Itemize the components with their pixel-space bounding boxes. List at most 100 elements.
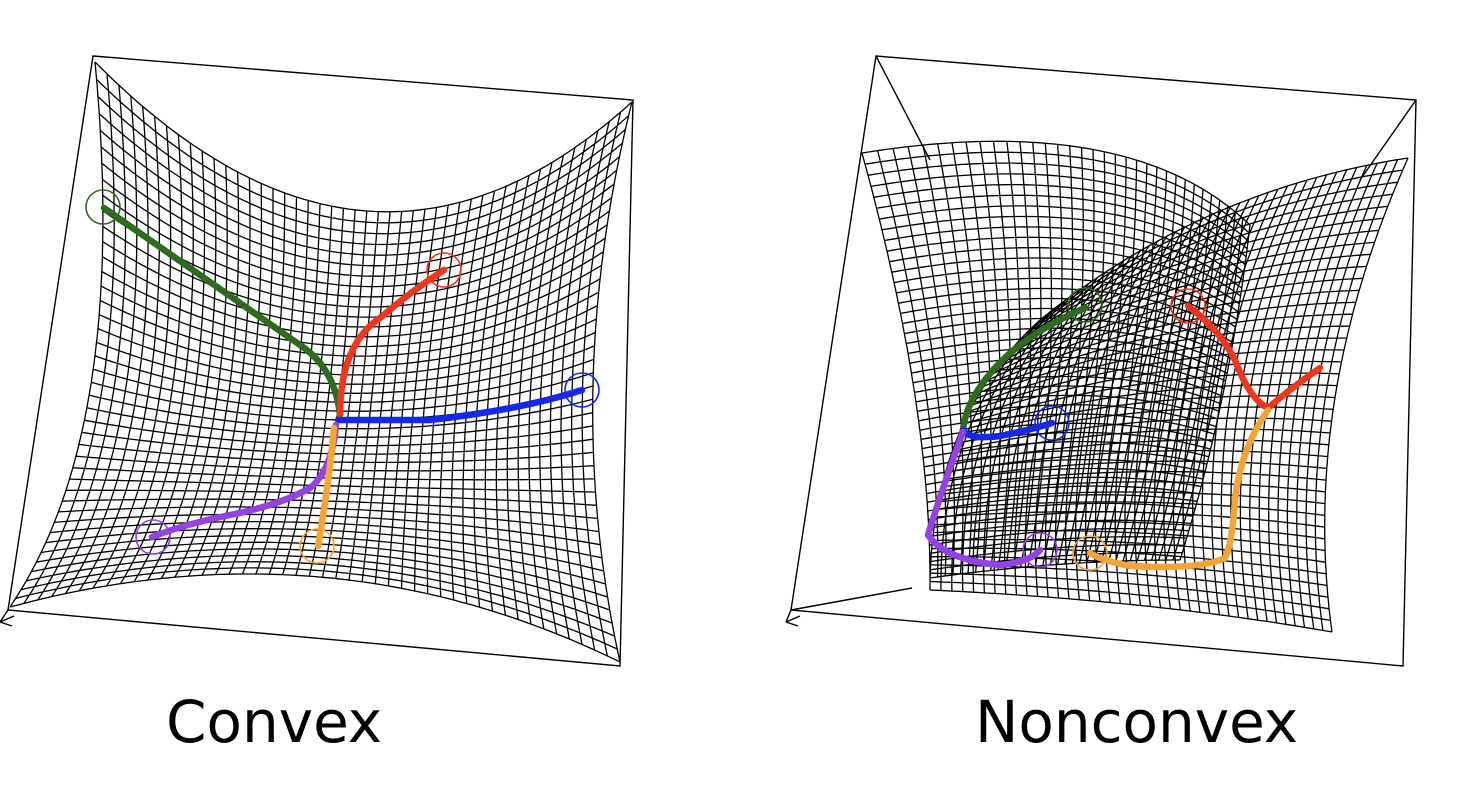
mesh-line-horizontal — [925, 467, 1204, 486]
mesh-line-horizontal — [1023, 193, 1393, 336]
box-outline — [7, 55, 634, 667]
mesh-line-horizontal — [932, 538, 1326, 563]
mesh-line-horizontal — [72, 467, 595, 481]
mesh-line-horizontal — [65, 489, 597, 506]
mesh-line-horizontal — [939, 481, 1326, 495]
mesh-line-vertical — [1296, 163, 1378, 628]
mesh-line-horizontal — [1004, 241, 1375, 358]
mesh-line-horizontal — [102, 225, 606, 318]
box-edge — [790, 587, 913, 611]
mesh-line-vertical — [517, 162, 553, 625]
mesh-line-horizontal — [919, 413, 1215, 435]
mesh-line-horizontal — [864, 151, 1250, 234]
mesh-line-horizontal — [917, 394, 1218, 420]
mesh-line-horizontal — [102, 210, 608, 308]
orange-path — [1086, 406, 1272, 571]
mesh-line-horizontal — [96, 341, 595, 394]
box-edge — [1359, 99, 1417, 181]
mesh-line-horizontal — [86, 407, 593, 438]
mesh-line-horizontal — [58, 506, 599, 533]
mesh-line-vertical — [1314, 159, 1399, 631]
convex-panel — [0, 55, 634, 667]
mesh-line-horizontal — [928, 502, 1196, 521]
box-edge — [0, 615, 15, 623]
mesh-line-horizontal — [62, 498, 598, 520]
mesh-line-horizontal — [886, 236, 1241, 297]
mesh-line-vertical — [1324, 157, 1409, 633]
purple-start-marker — [1022, 532, 1058, 568]
mesh-line-horizontal — [922, 440, 1209, 459]
mesh-line-horizontal — [879, 205, 1245, 273]
mesh-line-horizontal — [936, 501, 1325, 517]
mesh-line-horizontal — [50, 520, 603, 559]
mesh-line-horizontal — [1000, 253, 1371, 364]
mesh-line-horizontal — [75, 455, 595, 472]
mesh-line-horizontal — [93, 368, 594, 412]
mesh-line-horizontal — [94, 355, 595, 403]
mesh-line-horizontal — [97, 327, 596, 385]
mesh-line-horizontal — [54, 513, 601, 546]
mesh-line-horizontal — [20, 561, 615, 637]
convex-bounding-box — [0, 55, 634, 667]
mesh-line-horizontal — [98, 113, 623, 246]
mesh-line-horizontal — [102, 194, 610, 298]
mesh-line-horizontal — [893, 267, 1238, 320]
mesh-line-horizontal — [987, 289, 1360, 381]
box-outline — [790, 55, 1417, 667]
red-start-marker — [426, 252, 462, 288]
box-edge — [785, 621, 799, 627]
convex-surface-mesh — [9, 61, 633, 663]
mesh-line-horizontal — [94, 61, 633, 213]
mesh-line-horizontal — [31, 548, 611, 611]
mesh-line-horizontal — [972, 337, 1347, 406]
mesh-line-horizontal — [912, 366, 1223, 397]
orange-start-marker — [299, 528, 335, 564]
blue-path — [959, 419, 1056, 441]
mesh-line-horizontal — [931, 547, 1327, 575]
mesh-line-horizontal — [9, 573, 621, 663]
nonconvex-front-fold — [929, 157, 1409, 633]
mesh-line-horizontal — [966, 360, 1342, 419]
mesh-line-vertical — [23, 73, 115, 604]
mesh-line-horizontal — [976, 325, 1350, 400]
purple-start-marker — [135, 519, 171, 555]
mesh-line-horizontal — [81, 431, 594, 455]
mesh-line-horizontal — [935, 510, 1325, 528]
red-path — [336, 266, 448, 419]
mesh-line-horizontal — [884, 226, 1243, 289]
mesh-line-horizontal — [933, 529, 1326, 552]
mesh-line-horizontal — [983, 301, 1356, 387]
mesh-line-horizontal — [911, 356, 1225, 390]
orange-start-marker — [1072, 535, 1108, 571]
mesh-line-horizontal — [99, 299, 598, 367]
green-start-marker — [85, 189, 121, 225]
mesh-line-horizontal — [891, 257, 1239, 313]
mesh-line-horizontal — [102, 178, 613, 288]
mesh-line-horizontal — [929, 544, 1185, 563]
mesh-line-horizontal — [84, 419, 593, 447]
mesh-line-horizontal — [45, 528, 604, 572]
mesh-line-horizontal — [867, 162, 1249, 242]
mesh-line-horizontal — [1034, 169, 1403, 326]
mesh-line-horizontal — [920, 422, 1213, 443]
purple-path — [148, 421, 340, 541]
mesh-line-horizontal — [36, 541, 608, 598]
mesh-line-horizontal — [949, 428, 1331, 459]
mesh-line-horizontal — [101, 256, 602, 338]
mesh-line-horizontal — [873, 183, 1247, 258]
nonconvex-panel — [785, 55, 1417, 667]
mesh-line-horizontal — [100, 146, 618, 267]
mesh-line-vertical — [1305, 161, 1388, 629]
mesh-line-horizontal — [88, 394, 593, 430]
mesh-line-horizontal — [1018, 205, 1388, 342]
mesh-line-horizontal — [15, 567, 618, 650]
mesh-line-horizontal — [1028, 181, 1398, 331]
red-start-marker — [1170, 288, 1206, 324]
mesh-line-horizontal — [926, 476, 1202, 495]
mesh-line-horizontal — [941, 470, 1327, 488]
mesh-line-horizontal — [78, 443, 594, 464]
mesh-line-horizontal — [929, 589, 1333, 633]
mesh-line-horizontal — [947, 439, 1329, 466]
mesh-line-horizontal — [876, 194, 1246, 266]
green-path — [959, 304, 1089, 434]
